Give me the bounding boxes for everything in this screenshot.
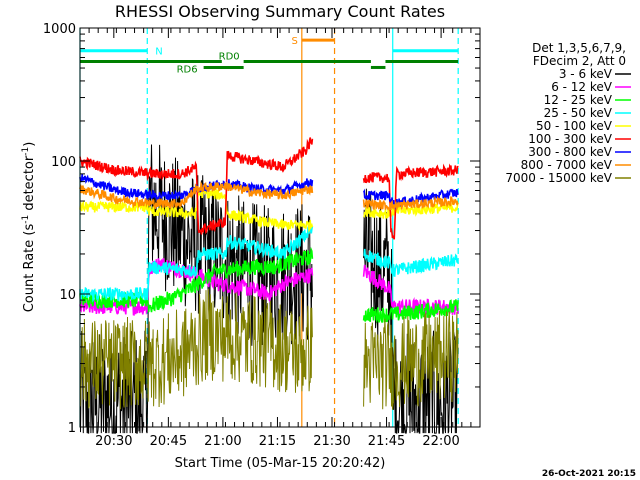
annotation-label-2: RD0 xyxy=(219,51,240,62)
legend-label-3: 25 - 50 keV xyxy=(544,106,613,120)
annotation-label-0: N xyxy=(155,47,162,58)
chart-title: RHESSI Observing Summary Count Rates xyxy=(115,2,445,21)
y-axis-label-main: Count Rate (s xyxy=(22,224,37,313)
y-axis-label-end: ) xyxy=(22,142,37,147)
x-axis-label: Start Time (05-Mar-15 20:20:42) xyxy=(175,456,386,471)
legend-label-7: 800 - 7000 keV xyxy=(521,158,613,172)
annotation-label-1: S xyxy=(291,36,297,47)
legend-label-1: 6 - 12 keV xyxy=(551,80,613,94)
series-line-8 xyxy=(79,288,459,410)
legend-label-0: 3 - 6 keV xyxy=(559,67,613,81)
legend-header-line-1: Det 1,3,5,6,7,9, xyxy=(532,41,626,55)
series-line-2 xyxy=(79,246,459,324)
legend-header-line-2: FDecim 2, Att 0 xyxy=(533,54,626,68)
legend-label-5: 100 - 300 keV xyxy=(528,132,612,146)
x-tick-label: 21:00 xyxy=(204,434,241,449)
footer-timestamp: 26-Oct-2021 20:15 xyxy=(542,469,636,479)
legend-label-4: 50 - 100 keV xyxy=(536,119,613,133)
y-axis-label-sup1: -1 xyxy=(21,215,31,224)
series-line-7 xyxy=(79,181,459,212)
y-axis-label: Count Rate (s-1 detector-1) xyxy=(21,142,37,313)
y-tick-label: 100 xyxy=(51,155,76,170)
y-tick-label: 1000 xyxy=(43,22,76,37)
y-axis-label-sup2: -1 xyxy=(21,147,31,156)
series-line-5 xyxy=(79,137,459,240)
x-tick-label: 20:45 xyxy=(150,434,187,449)
x-tick-label: 21:15 xyxy=(259,434,296,449)
legend-label-8: 7000 - 15000 keV xyxy=(505,171,612,185)
x-tick-label: 21:30 xyxy=(313,434,350,449)
x-tick-label: 22:00 xyxy=(422,434,459,449)
legend-label-2: 12 - 25 keV xyxy=(544,93,613,107)
y-axis-label-mid: detector xyxy=(22,155,37,215)
x-tick-label: 21:45 xyxy=(368,434,405,449)
x-tick-label: 20:30 xyxy=(95,434,132,449)
annotation-label-3: RD6 xyxy=(177,64,198,75)
series-line-3 xyxy=(79,225,459,303)
y-tick-label: 1 xyxy=(68,421,76,436)
legend: Det 1,3,5,6,7,9, FDecim 2, Att 0 3 - 6 k… xyxy=(505,41,631,185)
y-tick-label: 10 xyxy=(59,288,76,303)
legend-label-6: 300 - 800 keV xyxy=(528,145,612,159)
